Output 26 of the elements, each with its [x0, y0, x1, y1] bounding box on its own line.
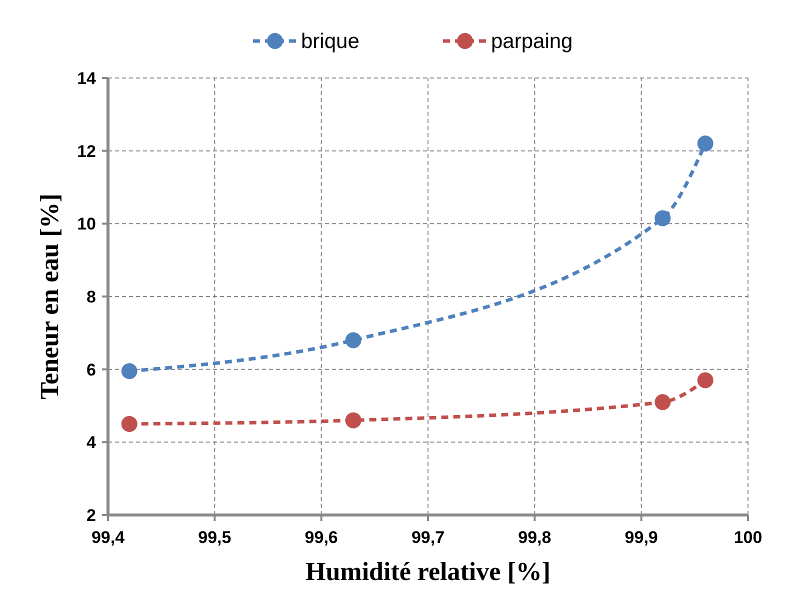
point: [697, 372, 714, 388]
y-tick-label: 14: [77, 69, 97, 88]
x-tick-label: 99,4: [91, 528, 126, 547]
legend-label: brique: [301, 30, 360, 53]
x-tick-label: 99,6: [304, 528, 338, 547]
point: [121, 363, 138, 380]
y-tick-label: 8: [86, 288, 96, 306]
point: [345, 332, 362, 348]
y-tick-label: 2: [86, 506, 96, 525]
y-tick-label: 12: [77, 142, 96, 161]
x-tick-label: 99,9: [624, 528, 658, 547]
y-tick-label: 10: [77, 214, 96, 234]
point: [121, 416, 138, 432]
x-tick-label: 99,5: [198, 528, 232, 547]
x-tick-label: 99,8: [518, 528, 552, 547]
point: [654, 210, 671, 226]
x-tick-label: 100: [734, 528, 762, 547]
legend-label: parpaing: [491, 30, 573, 53]
y-tick-label: 4: [86, 433, 97, 452]
y-tick-label: 6: [86, 360, 96, 380]
x-tick-label: 99,7: [411, 528, 445, 547]
x-axis-title: Humidité relative [%]: [305, 557, 551, 586]
y-axis-title: Teneur en eau [%]: [35, 194, 64, 400]
point: [345, 412, 362, 428]
point: [654, 394, 671, 410]
point: [697, 136, 714, 152]
